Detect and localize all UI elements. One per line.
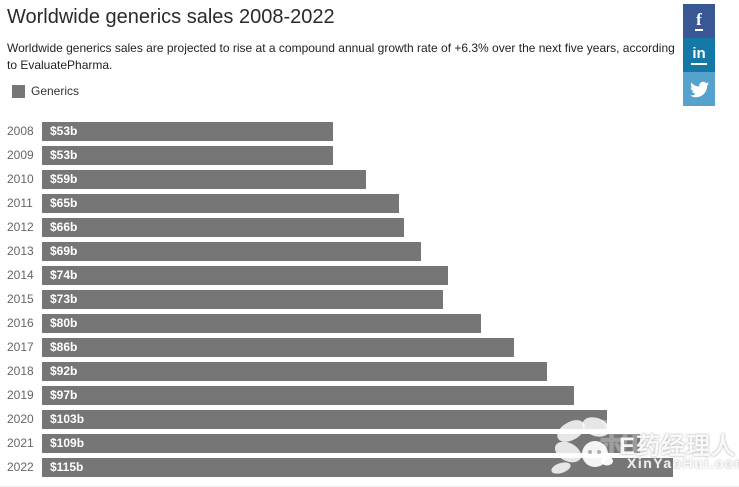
year-axis-label: 2017 bbox=[7, 340, 34, 354]
generics-bar[interactable]: $65b bbox=[42, 194, 399, 213]
generics-bar[interactable]: $80b bbox=[42, 314, 482, 333]
bar-chart: 2008 $53b 2009 $53b 2010 $59b 2011 $65b 2012 $66b… bbox=[0, 122, 739, 477]
bar-track: $66b bbox=[42, 218, 739, 237]
bar-track: $97b bbox=[42, 386, 739, 405]
chart-subtitle: Worldwide generics sales are projected t… bbox=[7, 41, 675, 72]
generics-bar[interactable]: $53b bbox=[42, 146, 333, 165]
bar-track: $69b bbox=[42, 242, 739, 261]
bar-value-label: $97b bbox=[50, 388, 78, 402]
generics-bar[interactable]: $109b bbox=[42, 434, 641, 453]
year-axis-label: 2010 bbox=[7, 172, 34, 186]
bar-value-label: $53b bbox=[50, 148, 78, 162]
year-axis-label: 2012 bbox=[7, 220, 34, 234]
bar-value-label: $103b bbox=[50, 412, 85, 426]
generics-bar[interactable]: $86b bbox=[42, 338, 514, 357]
bar-row: 2014 $74b bbox=[7, 266, 739, 285]
bar-value-label: $65b bbox=[50, 196, 78, 210]
year-axis-label: 2008 bbox=[7, 124, 34, 138]
legend-label: Generics bbox=[31, 84, 80, 98]
bar-row: 2011 $65b bbox=[7, 194, 739, 213]
year-axis-label: 2011 bbox=[7, 196, 33, 210]
linkedin-share-button[interactable]: in bbox=[683, 38, 715, 72]
bar-row: 2019 $97b bbox=[7, 386, 739, 405]
bar-track: $92b bbox=[42, 362, 739, 381]
generics-bar[interactable]: $115b bbox=[42, 458, 674, 477]
bar-row: 2018 $92b bbox=[7, 362, 739, 381]
legend[interactable]: Generics bbox=[12, 84, 739, 98]
bar-track: $109b bbox=[42, 434, 739, 453]
bar-track: $59b bbox=[42, 170, 739, 189]
generics-bar[interactable]: $73b bbox=[42, 290, 443, 309]
bar-row: 2008 $53b bbox=[7, 122, 739, 141]
facebook-share-button[interactable]: f bbox=[683, 4, 715, 38]
generics-bar[interactable]: $74b bbox=[42, 266, 449, 285]
bar-value-label: $86b bbox=[50, 340, 78, 354]
social-share-bar: f in bbox=[683, 4, 715, 106]
bar-track: $65b bbox=[42, 194, 739, 213]
bar-value-label: $66b bbox=[50, 220, 78, 234]
bar-value-label: $115b bbox=[50, 460, 84, 474]
year-axis-label: 2014 bbox=[7, 268, 34, 282]
year-axis-label: 2021 bbox=[7, 436, 34, 450]
bar-value-label: $92b bbox=[50, 364, 78, 378]
generics-bar[interactable]: $53b bbox=[42, 122, 333, 141]
bar-row: 2016 $80b bbox=[7, 314, 739, 333]
bar-row: 2020 $103b bbox=[7, 410, 739, 429]
bar-row: 2022 $115b bbox=[7, 458, 739, 477]
bar-value-label: $69b bbox=[50, 244, 78, 258]
page-title: Worldwide generics sales 2008-2022 bbox=[7, 6, 335, 28]
bar-value-label: $80b bbox=[50, 316, 78, 330]
year-axis-label: 2022 bbox=[7, 460, 34, 474]
bar-track: $80b bbox=[42, 314, 739, 333]
year-axis-label: 2019 bbox=[7, 388, 34, 402]
year-axis-label: 2020 bbox=[7, 412, 34, 426]
generics-bar[interactable]: $59b bbox=[42, 170, 366, 189]
linkedin-icon: in bbox=[691, 45, 707, 65]
bar-track: $53b bbox=[42, 146, 739, 165]
bar-row: 2021 $109b bbox=[7, 434, 739, 453]
bar-value-label: $109b bbox=[50, 436, 85, 450]
legend-swatch bbox=[12, 84, 25, 98]
bar-track: $74b bbox=[42, 266, 739, 285]
bar-row: 2015 $73b bbox=[7, 290, 739, 309]
year-axis-label: 2009 bbox=[7, 148, 34, 162]
twitter-bird-icon bbox=[689, 81, 709, 97]
bar-track: $86b bbox=[42, 338, 739, 357]
generics-bar[interactable]: $66b bbox=[42, 218, 405, 237]
bar-row: 2009 $53b bbox=[7, 146, 739, 165]
bar-row: 2010 $59b bbox=[7, 170, 739, 189]
year-axis-label: 2015 bbox=[7, 292, 34, 306]
bar-value-label: $59b bbox=[50, 172, 78, 186]
bar-track: $115b bbox=[42, 458, 739, 477]
bar-row: 2012 $66b bbox=[7, 218, 739, 237]
bar-track: $103b bbox=[42, 410, 739, 429]
bar-row: 2017 $86b bbox=[7, 338, 739, 357]
generics-bar[interactable]: $69b bbox=[42, 242, 421, 261]
facebook-icon: f bbox=[695, 10, 703, 31]
year-axis-label: 2018 bbox=[7, 364, 34, 378]
bar-track: $73b bbox=[42, 290, 739, 309]
generics-bar[interactable]: $92b bbox=[42, 362, 547, 381]
generics-bar[interactable]: $103b bbox=[42, 410, 608, 429]
bar-track: $53b bbox=[42, 122, 739, 141]
bar-value-label: $73b bbox=[50, 292, 78, 306]
twitter-share-button[interactable] bbox=[683, 72, 715, 106]
bar-value-label: $53b bbox=[50, 124, 78, 138]
generics-bar[interactable]: $97b bbox=[42, 386, 575, 405]
chart-header: Worldwide generics sales 2008-2022 World… bbox=[0, 0, 739, 98]
year-axis-label: 2016 bbox=[7, 316, 34, 330]
bar-value-label: $74b bbox=[50, 268, 78, 282]
year-axis-label: 2013 bbox=[7, 244, 34, 258]
bar-row: 2013 $69b bbox=[7, 242, 739, 261]
